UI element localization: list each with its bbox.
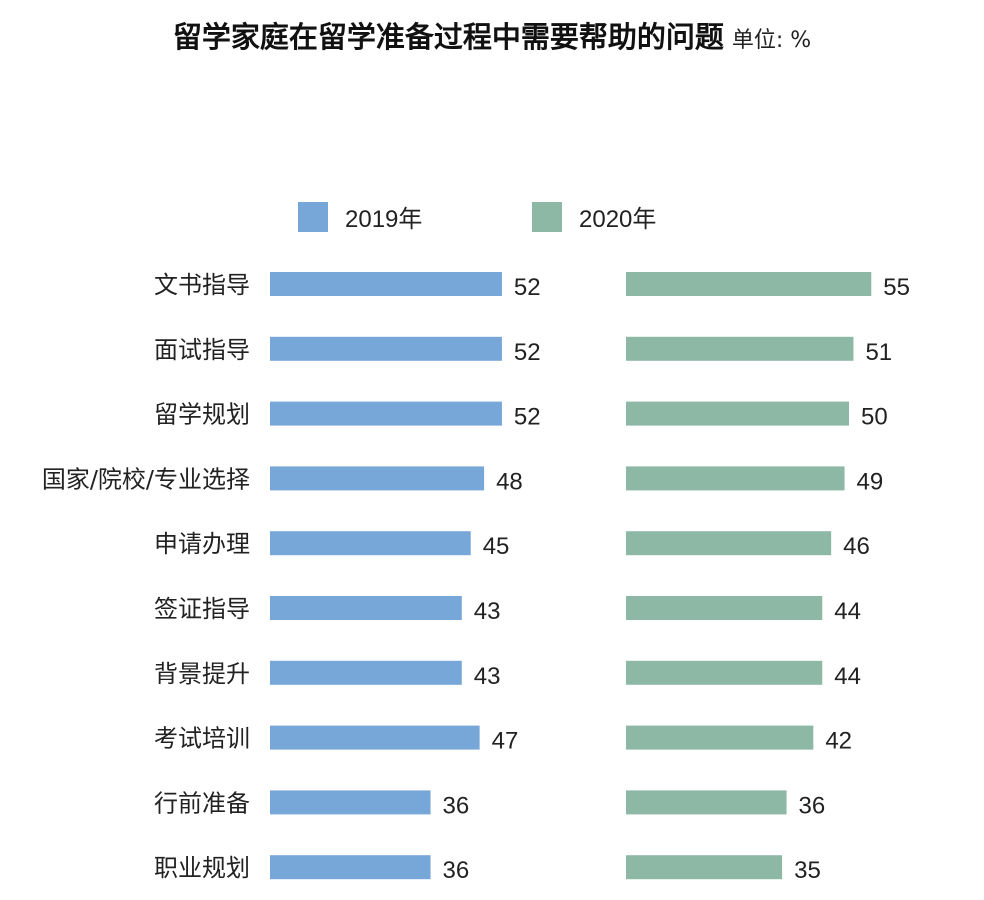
legend-label-1: 2020年 [579,206,656,233]
bar-2020 [626,531,832,556]
category-label: 申请办理 [154,530,250,558]
bar-2020 [626,660,823,685]
data-label: 35 [794,857,821,884]
data-label: 43 [474,663,501,690]
data-label: 45 [483,533,510,560]
data-label: 36 [443,792,470,819]
category-label: 签证指导 [154,595,250,623]
bar-2019 [270,790,431,815]
category-label: 行前准备 [154,789,250,817]
bar-2019 [270,855,431,880]
data-label: 44 [834,663,861,690]
data-label: 49 [857,468,884,495]
bar-2019 [270,660,462,685]
bar-2020 [626,596,823,620]
unit-label: 单位: % [731,28,812,53]
legend-swatch-0 [298,202,328,232]
category-label: 面试指导 [154,336,250,364]
bar-2020 [626,401,849,426]
bar-2019 [270,596,462,620]
bar-2019 [270,725,480,750]
data-label: 52 [514,404,541,431]
bar-2020 [626,466,845,491]
bar-2020 [626,855,783,880]
bar-2019 [270,531,471,556]
bar-2020 [626,790,787,815]
data-label: 52 [514,274,541,301]
data-label: 50 [861,404,888,431]
data-label: 42 [825,728,852,755]
data-label: 51 [865,339,892,366]
category-label: 留学规划 [154,401,250,429]
bar-2020 [626,725,814,750]
chart-title: 留学家庭在留学准备过程中需要帮助的问题 [172,20,724,54]
legend-label-0: 2019年 [345,206,422,233]
bar-2020 [626,336,854,361]
bar-2020 [626,272,872,296]
bar-2019 [270,466,485,491]
category-label: 国家/院校/专业选择 [42,465,250,493]
data-label: 44 [834,598,861,625]
bar-2019 [270,272,502,296]
category-label: 职业规划 [154,854,250,882]
data-label: 47 [492,728,519,755]
data-label: 46 [843,533,870,560]
category-label: 背景提升 [154,660,250,688]
data-label: 43 [474,598,501,625]
chart-title-block: 留学家庭在留学准备过程中需要帮助的问题 单位: % [0,14,984,56]
data-label: 48 [496,468,523,495]
bar-2019 [270,401,502,426]
data-label: 55 [883,274,910,301]
legend-swatch-1 [532,202,562,232]
category-label: 考试培训 [154,725,250,753]
data-label: 36 [443,857,470,884]
bar-2019 [270,336,502,361]
data-label: 52 [514,339,541,366]
data-label: 36 [799,792,826,819]
category-label: 文书指导 [154,271,250,299]
